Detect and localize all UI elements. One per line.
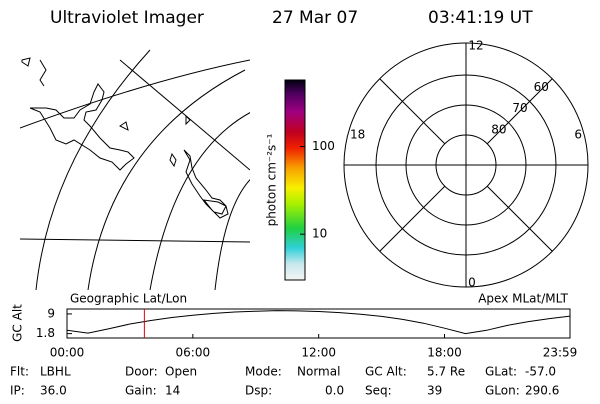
time: 03:41:19 UT: [428, 8, 533, 28]
polar-axis: [379, 78, 446, 145]
polar-axis: [486, 185, 553, 252]
lon-line: [149, 112, 250, 290]
status-value: 0.0: [325, 384, 344, 398]
map: [20, 49, 250, 290]
mlt-label: 18: [350, 128, 365, 142]
x-tick-label: 23:59: [543, 346, 578, 360]
status-value: 5.7 Re: [427, 365, 465, 379]
ring-label: 80: [491, 122, 506, 136]
plot-title-left: Geographic Lat/Lon: [70, 292, 187, 306]
status-label: GC Alt:: [365, 365, 407, 379]
status-panel: Flt: LBHL Door: Open Mode: Normal GC Alt: 5.7 R…: [10, 365, 559, 398]
altitude-curve: [66, 310, 571, 335]
status-value: LBHL: [40, 365, 71, 379]
lon-line: [35, 49, 151, 290]
status-value: 39: [427, 384, 442, 398]
lon-line: [119, 59, 250, 171]
status-value: 290.6: [525, 384, 559, 398]
status-label: Mode:: [245, 365, 282, 379]
plot-frame: [66, 308, 571, 339]
coastline: [21, 57, 229, 219]
x-tick-label: 12:00: [301, 346, 336, 360]
status-value: Normal: [297, 365, 340, 379]
status-label: Flt:: [10, 365, 29, 379]
status-value: -57.0: [525, 365, 556, 379]
status-label: GLon:: [485, 384, 520, 398]
mlt-label: 6: [574, 128, 582, 142]
colorbar-label: photon cm⁻²s⁻¹: [265, 133, 279, 226]
lon-line: [214, 179, 250, 290]
x-tick-label: 18:00: [427, 346, 462, 360]
lat-line: [20, 59, 250, 129]
status-label: Gain:: [125, 384, 157, 398]
y-tick-label: 1.8: [36, 326, 55, 340]
polar-axis: [486, 78, 553, 145]
y-axis-label: GC Alt: [11, 304, 25, 342]
x-tick-label: 00:00: [50, 346, 85, 360]
colorbar-tick-label: 10: [312, 227, 327, 241]
polar-axis: [379, 185, 446, 252]
status-value: Open: [165, 365, 197, 379]
status-label: IP:: [10, 384, 25, 398]
status-value: 36.0: [40, 384, 67, 398]
plot-title-right: Apex MLat/MLT: [478, 292, 568, 306]
lat-line: [20, 238, 250, 243]
x-tick-label: 06:00: [176, 346, 211, 360]
colorbar-tick-label: 100: [312, 139, 335, 153]
mlt-label: 0: [468, 276, 476, 290]
y-tick-label: 9: [47, 306, 55, 320]
mlt-label: 12: [468, 39, 483, 53]
polar-plot: [343, 42, 589, 288]
title: Ultraviolet Imager: [50, 8, 204, 28]
status-label: Seq:: [365, 384, 392, 398]
colorbar: [284, 79, 306, 281]
ring-label: 60: [534, 80, 549, 94]
status-label: Dsp:: [245, 384, 272, 398]
lon-line: [87, 69, 246, 290]
status-value: 14: [165, 384, 180, 398]
date: 27 Mar 07: [272, 8, 358, 28]
ring-label: 70: [512, 101, 527, 115]
status-label: Door:: [125, 365, 158, 379]
status-label: GLat:: [485, 365, 517, 379]
